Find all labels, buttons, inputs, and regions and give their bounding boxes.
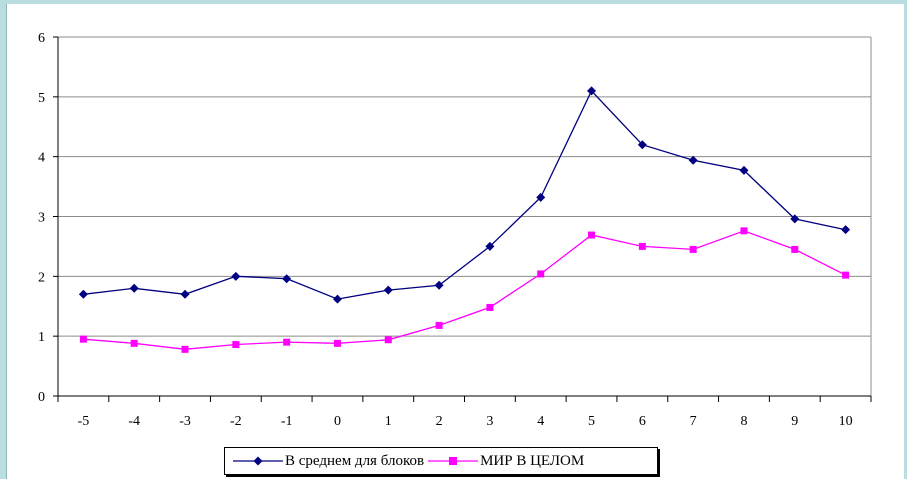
y-tick-label: 6 xyxy=(38,31,45,46)
x-tick-label: 4 xyxy=(537,414,544,429)
legend-label-blocks-average: В среднем для блоков xyxy=(285,452,425,469)
x-tick-label: 2 xyxy=(436,414,443,429)
data-point-square xyxy=(232,341,240,349)
x-tick-label: -2 xyxy=(230,414,242,429)
data-point-diamond xyxy=(485,241,495,251)
series-line-1 xyxy=(83,230,846,350)
x-tick-label: 10 xyxy=(839,414,853,429)
tick-labels: 0 1 2 3 4 5 6 -5 -4 -3 -2 -1 0 1 2 3 4 5 6 7 8 9 10 xyxy=(38,31,853,429)
data-point-square xyxy=(791,245,799,253)
data-point-square xyxy=(638,242,646,250)
data-point-square xyxy=(283,338,291,346)
data-point-diamond xyxy=(383,285,393,295)
gridlines xyxy=(58,36,872,396)
legend-swatch-world-total xyxy=(428,457,479,465)
data-point-square xyxy=(130,339,138,347)
data-point-diamond xyxy=(739,165,749,175)
data-point-diamond xyxy=(434,280,444,290)
series-lines xyxy=(78,86,851,353)
data-point-square xyxy=(79,335,87,343)
data-point-diamond xyxy=(637,140,647,150)
data-point-square xyxy=(435,321,443,329)
series-line-0 xyxy=(83,89,846,300)
data-point-square xyxy=(689,245,697,253)
data-point-diamond xyxy=(180,289,190,299)
y-tick-label: 2 xyxy=(38,270,45,285)
axes xyxy=(53,36,872,402)
data-point-square xyxy=(333,339,341,347)
legend-entry-blocks-average: В среднем для блоков xyxy=(233,453,424,470)
line-chart: 0 1 2 3 4 5 6 -5 -4 -3 -2 -1 0 1 2 3 4 5 6 7 8 9 10 xyxy=(38,31,872,429)
x-tick-label: 8 xyxy=(740,414,747,429)
data-point-diamond xyxy=(231,271,241,281)
data-point-diamond xyxy=(536,192,546,202)
data-point-diamond xyxy=(129,283,139,293)
x-tick-label: 9 xyxy=(791,414,798,429)
x-tick-label: 1 xyxy=(385,414,392,429)
x-tick-label: 5 xyxy=(588,414,595,429)
x-tick-label: 0 xyxy=(334,414,341,429)
y-tick-label: 4 xyxy=(38,151,45,166)
data-point-square xyxy=(740,227,748,235)
x-tick-label: -3 xyxy=(179,414,191,429)
legend: В среднем для блоков МИР В ЦЕЛОМ xyxy=(224,447,658,475)
legend-marker-diamond xyxy=(253,456,263,466)
data-point-diamond xyxy=(841,225,851,235)
x-tick-label: -4 xyxy=(128,414,140,429)
data-point-square xyxy=(181,345,189,353)
legend-marker-square xyxy=(449,457,458,465)
data-point-diamond xyxy=(332,294,342,304)
x-tick-label: 3 xyxy=(486,414,493,429)
data-point-diamond xyxy=(78,289,88,299)
x-tick-label: 6 xyxy=(639,414,646,429)
x-tick-label: 7 xyxy=(690,414,697,429)
y-tick-label: 0 xyxy=(38,390,45,405)
data-point-diamond xyxy=(282,274,292,284)
legend-label-world-total: МИР В ЦЕЛОМ xyxy=(480,452,585,469)
y-tick-label: 5 xyxy=(38,91,45,106)
data-point-square xyxy=(537,270,545,278)
x-tick-label: -1 xyxy=(281,414,293,429)
data-point-square xyxy=(384,336,392,344)
data-point-square xyxy=(588,231,596,239)
data-point-square xyxy=(842,271,850,279)
data-point-diamond xyxy=(587,86,597,96)
legend-swatch-blocks-average xyxy=(233,456,283,466)
y-tick-label: 3 xyxy=(38,211,45,226)
y-tick-label: 1 xyxy=(38,330,45,345)
data-point-diamond xyxy=(790,214,800,224)
x-tick-label: -5 xyxy=(78,414,90,429)
data-point-diamond xyxy=(688,155,698,165)
legend-entry-world-total: МИР В ЦЕЛОМ xyxy=(428,453,584,470)
chart-area: 0 1 2 3 4 5 6 -5 -4 -3 -2 -1 0 1 2 3 4 5 6 7 8 9 10 xyxy=(6,4,904,479)
data-point-square xyxy=(486,303,494,311)
